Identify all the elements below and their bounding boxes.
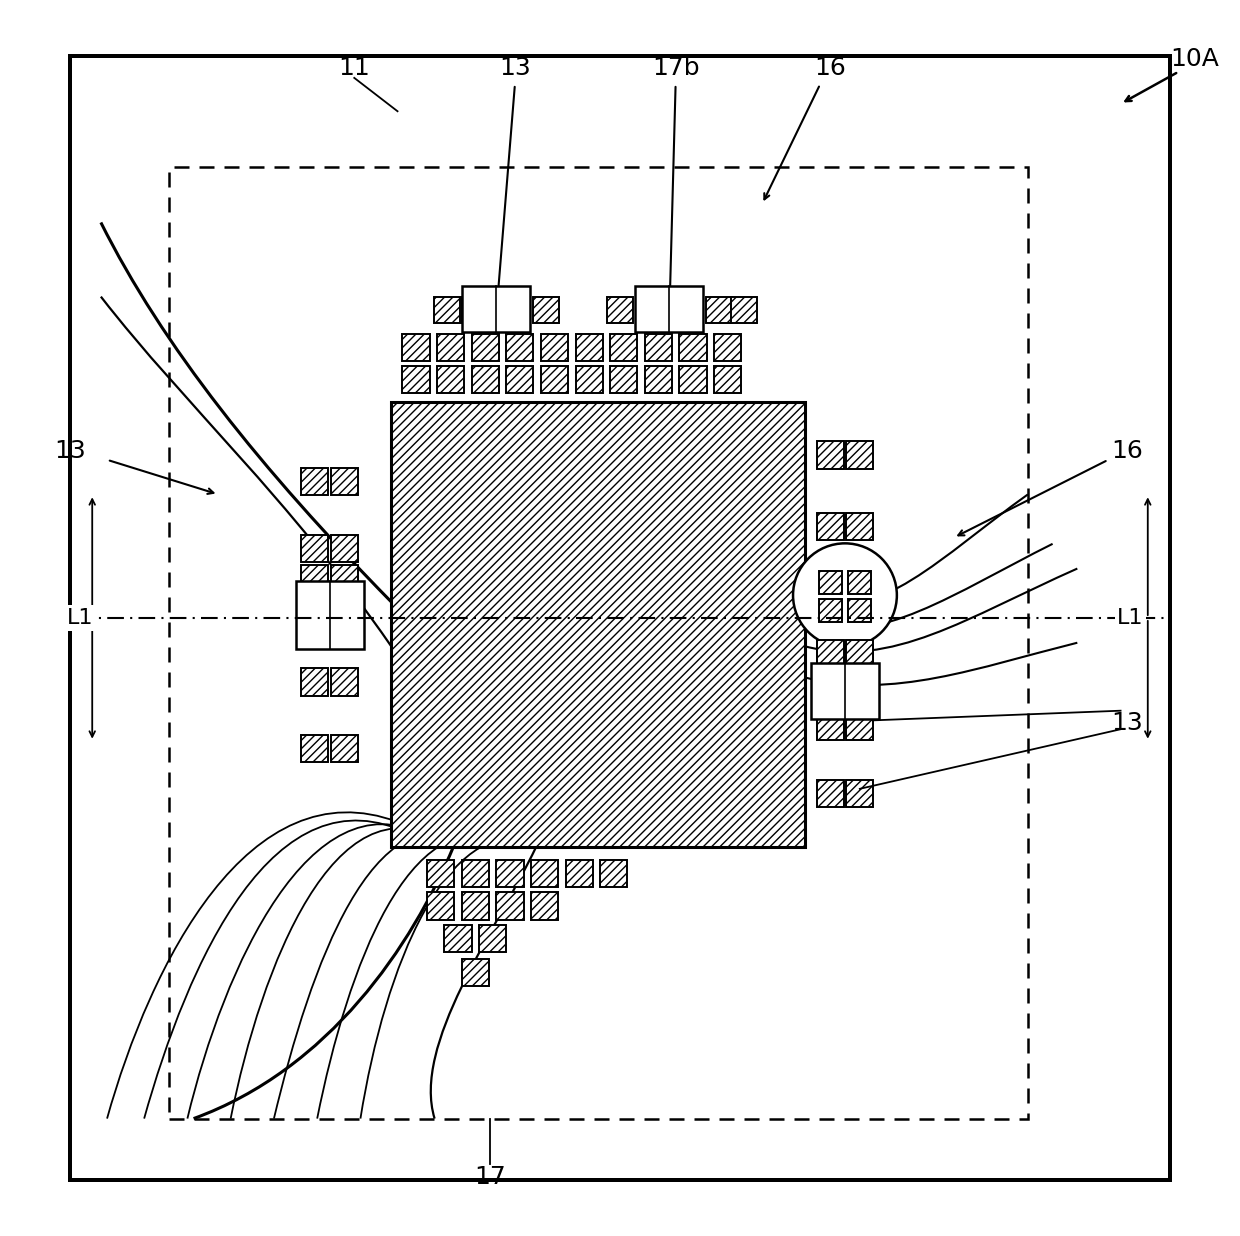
Bar	[461, 860, 489, 887]
Text: L1: L1	[1117, 608, 1143, 628]
Bar	[471, 334, 498, 361]
Bar	[818, 571, 842, 595]
Bar	[301, 669, 329, 696]
Bar	[392, 402, 806, 847]
Bar	[706, 298, 732, 323]
Bar	[816, 646, 843, 674]
Bar	[506, 334, 533, 361]
Bar	[846, 713, 873, 740]
Bar	[677, 298, 703, 323]
Bar	[846, 646, 873, 674]
Bar	[463, 298, 489, 323]
Bar	[496, 892, 523, 920]
Bar	[541, 366, 568, 393]
Bar	[811, 664, 879, 719]
Text: 13: 13	[498, 56, 531, 80]
Bar	[434, 298, 460, 323]
Bar	[301, 535, 329, 562]
Bar	[680, 334, 707, 361]
Bar	[69, 56, 1171, 1180]
Bar	[816, 513, 843, 540]
Bar	[496, 860, 523, 887]
Bar	[301, 735, 329, 763]
Bar	[680, 366, 707, 393]
Text: 17: 17	[475, 1164, 506, 1189]
Bar	[69, 56, 1171, 1180]
Text: 17b: 17b	[652, 56, 699, 80]
Text: 10A: 10A	[1171, 47, 1219, 72]
Bar	[600, 860, 627, 887]
Text: 16: 16	[815, 56, 846, 80]
Bar	[848, 598, 872, 622]
Bar	[301, 468, 329, 496]
Bar	[461, 892, 489, 920]
Bar	[714, 366, 742, 393]
Bar	[436, 334, 464, 361]
Bar	[461, 959, 489, 986]
Bar	[428, 860, 454, 887]
Bar	[846, 780, 873, 807]
Bar	[331, 535, 358, 562]
Bar	[610, 366, 637, 393]
Bar	[575, 334, 603, 361]
Bar	[816, 441, 843, 468]
Bar	[331, 565, 358, 592]
Bar	[444, 925, 471, 952]
Bar	[816, 713, 843, 740]
Bar	[848, 571, 872, 595]
Bar	[635, 286, 703, 332]
Bar	[295, 581, 363, 649]
Bar	[331, 468, 358, 496]
Bar	[816, 780, 843, 807]
Bar	[846, 441, 873, 468]
Bar	[575, 366, 603, 393]
Bar	[479, 925, 506, 952]
Bar	[730, 298, 756, 323]
Bar	[301, 565, 329, 592]
Bar	[541, 334, 568, 361]
Bar	[471, 366, 498, 393]
Bar	[531, 892, 558, 920]
Bar	[818, 598, 842, 622]
Text: 13: 13	[55, 439, 86, 464]
Bar	[846, 640, 873, 667]
Bar	[403, 334, 429, 361]
Text: 16: 16	[1111, 439, 1143, 464]
Bar	[714, 334, 742, 361]
Bar	[403, 366, 429, 393]
Bar	[608, 298, 632, 323]
Bar	[331, 669, 358, 696]
Bar	[436, 366, 464, 393]
Circle shape	[794, 544, 897, 648]
Bar	[428, 892, 454, 920]
Bar	[565, 860, 593, 887]
Bar	[533, 298, 559, 323]
Bar	[531, 860, 558, 887]
Bar	[645, 334, 672, 361]
Text: L1: L1	[67, 608, 93, 628]
Bar	[645, 366, 672, 393]
Text: 13: 13	[1111, 711, 1142, 735]
Bar	[610, 334, 637, 361]
Bar	[169, 167, 1028, 1119]
Bar	[846, 513, 873, 540]
Text: 11: 11	[339, 56, 370, 80]
Bar	[506, 366, 533, 393]
Bar	[331, 735, 358, 763]
Bar	[505, 298, 531, 323]
Bar	[463, 286, 531, 332]
Bar	[636, 298, 661, 323]
Bar	[816, 640, 843, 667]
